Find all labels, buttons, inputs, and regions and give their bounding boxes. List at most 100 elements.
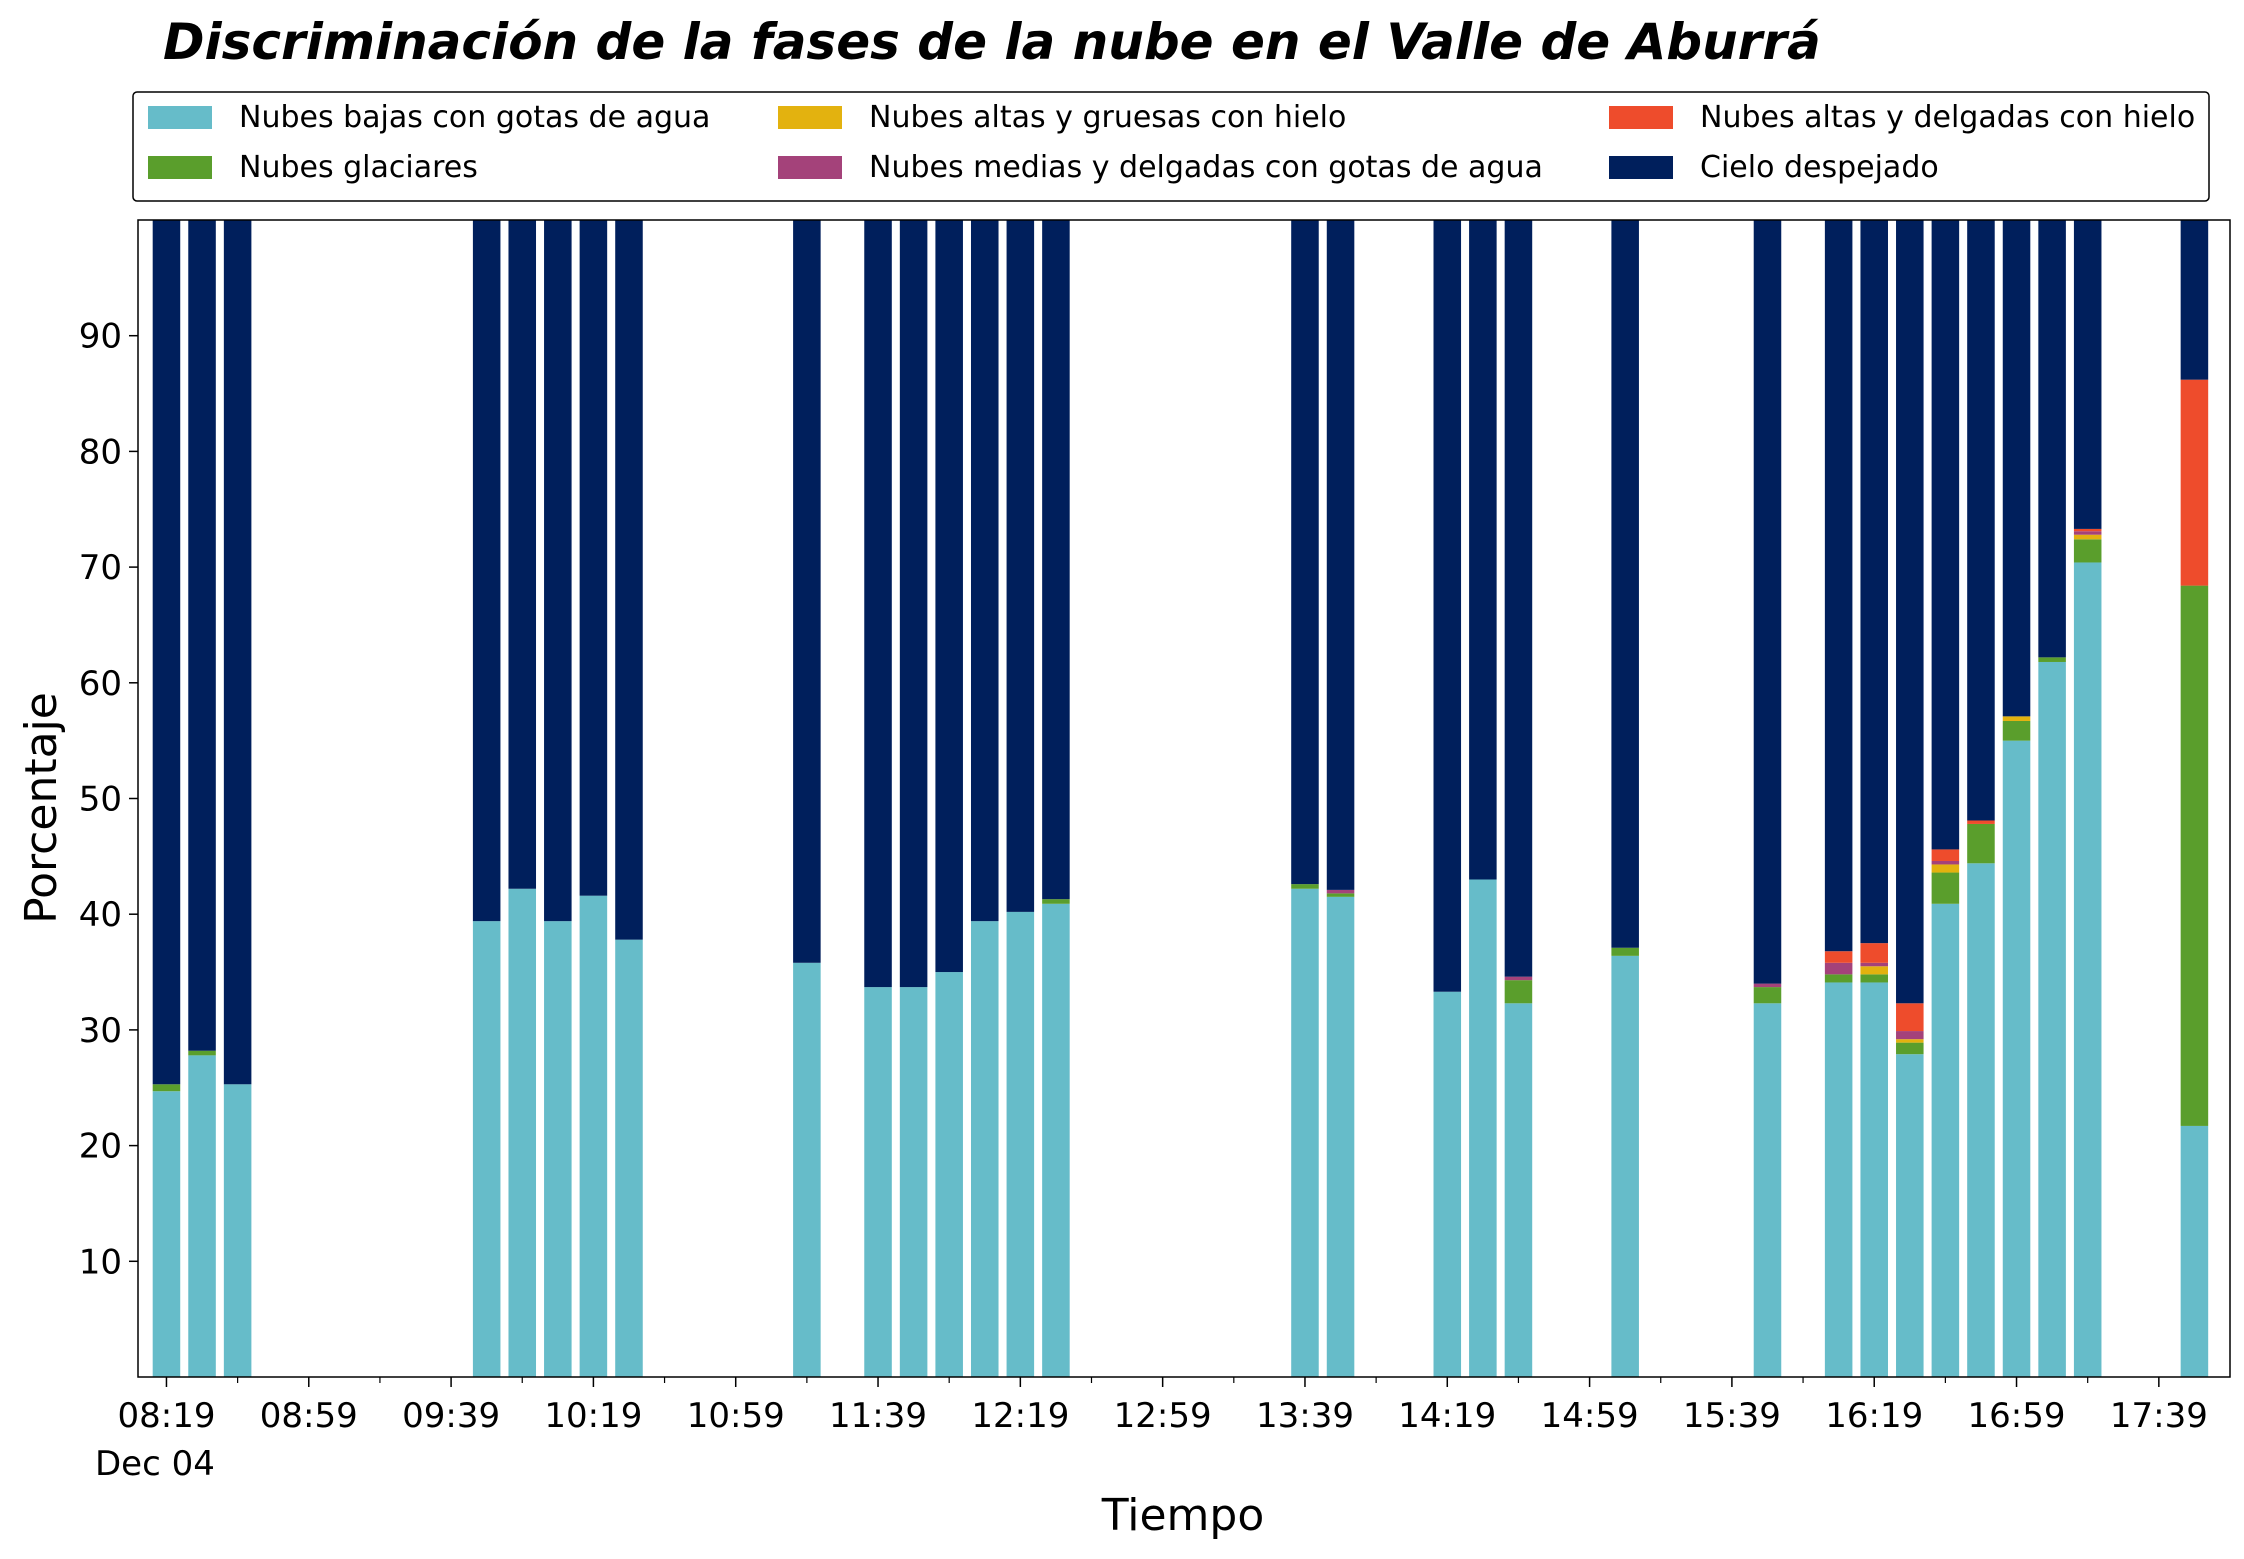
x-tick-label-9: 14:19 bbox=[1398, 1396, 1496, 1436]
bar-segment-17-5 bbox=[1433, 220, 1462, 992]
bar-segment-16-5 bbox=[1326, 220, 1355, 890]
bar-segment-27-5 bbox=[2002, 220, 2031, 717]
bar-segment-24-1 bbox=[1896, 1042, 1924, 1055]
bar-segment-6-0 bbox=[579, 895, 608, 1377]
x-tick-label-5: 11:39 bbox=[829, 1396, 927, 1436]
bar-segment-12-5 bbox=[970, 220, 999, 922]
bar-segment-12-0 bbox=[970, 921, 999, 1377]
legend-swatch-5 bbox=[1609, 156, 1673, 179]
x-tick-label-4: 10:59 bbox=[687, 1396, 785, 1436]
bar-segment-22-5 bbox=[1824, 220, 1853, 952]
bar-segment-24-4 bbox=[1896, 1003, 1924, 1032]
x-tick-label-12: 16:19 bbox=[1825, 1396, 1923, 1436]
bar-segment-23-2 bbox=[1860, 966, 1888, 975]
bar-segment-14-5 bbox=[1042, 220, 1070, 900]
bar-segment-19-3 bbox=[1504, 976, 1533, 981]
bar-segment-6-5 bbox=[579, 220, 608, 896]
bar-segment-15-0 bbox=[1291, 888, 1319, 1377]
x-tick-label-3: 10:19 bbox=[544, 1396, 642, 1436]
x-tick-label-6: 12:19 bbox=[971, 1396, 1069, 1436]
bar-segment-24-3 bbox=[1896, 1031, 1924, 1040]
chart-title: Discriminación de la fases de la nube en… bbox=[163, 13, 1821, 71]
bar-segment-2-0 bbox=[223, 1084, 252, 1377]
bar-segment-13-5 bbox=[1006, 220, 1035, 912]
bar-segment-26-0 bbox=[1967, 863, 1995, 1377]
bar-segment-13-0 bbox=[1006, 911, 1035, 1377]
bar-segment-0-0 bbox=[152, 1091, 181, 1377]
bar-segment-24-0 bbox=[1896, 1054, 1924, 1377]
bar-segment-25-0 bbox=[1931, 903, 1960, 1377]
bar-segment-9-5 bbox=[864, 220, 892, 988]
bar-segment-29-4 bbox=[2073, 528, 2102, 532]
x-tick-label-14: 17:39 bbox=[2110, 1396, 2208, 1436]
bar-segment-24-5 bbox=[1896, 220, 1924, 1004]
legend-swatch-2 bbox=[778, 106, 842, 129]
bar-segment-19-1 bbox=[1504, 980, 1533, 1004]
y-tick-label-5: 60 bbox=[79, 664, 122, 704]
x-tick-label-2: 09:39 bbox=[402, 1396, 500, 1436]
bar-segment-22-0 bbox=[1824, 982, 1853, 1377]
x-tick-label-0: 08:19 bbox=[117, 1396, 215, 1436]
y-tick-label-6: 70 bbox=[79, 548, 122, 588]
legend-label-5: Cielo despejado bbox=[1700, 150, 1939, 185]
bar-segment-3-0 bbox=[472, 921, 501, 1377]
bar-segment-18-5 bbox=[1469, 220, 1497, 880]
bar-segment-4-0 bbox=[508, 888, 537, 1377]
bar-segment-22-3 bbox=[1824, 962, 1853, 975]
bar-segment-7-0 bbox=[615, 939, 643, 1377]
bar-segment-23-0 bbox=[1860, 982, 1888, 1377]
bar-segment-29-2 bbox=[2073, 534, 2102, 540]
bar-segment-17-0 bbox=[1433, 991, 1462, 1377]
bar-segment-26-4 bbox=[1967, 820, 1995, 824]
bar-segment-19-0 bbox=[1504, 1003, 1533, 1377]
x-tick-label-1: 08:59 bbox=[260, 1396, 358, 1436]
bar-segment-26-1 bbox=[1967, 823, 1995, 864]
bar-segment-14-1 bbox=[1042, 899, 1070, 904]
legend-swatch-3 bbox=[778, 156, 842, 179]
bar-segment-24-2 bbox=[1896, 1039, 1924, 1043]
legend: Nubes bajas con gotas de agua Nubes glaci… bbox=[132, 91, 2210, 202]
legend-label-4: Nubes altas y delgadas con hielo bbox=[1700, 100, 2195, 135]
x-axis-ticks: 08:19 08:59 09:39 10:19 10:59 11:39 12:19 12:59… bbox=[117, 1377, 2208, 1436]
bar-segment-11-5 bbox=[935, 220, 963, 973]
x-date-label: Dec 04 bbox=[95, 1444, 215, 1484]
bar-segment-25-3 bbox=[1931, 860, 1960, 865]
bar-segment-0-5 bbox=[152, 220, 181, 1085]
bar-segment-7-5 bbox=[615, 220, 643, 940]
y-tick-label-0: 10 bbox=[79, 1242, 122, 1282]
bar-segment-16-1 bbox=[1326, 893, 1355, 897]
x-tick-label-10: 14:59 bbox=[1541, 1396, 1639, 1436]
bar-segment-1-1 bbox=[188, 1050, 216, 1056]
y-axis-label: Porcentaje bbox=[16, 692, 67, 924]
bar-segment-25-1 bbox=[1931, 872, 1960, 904]
y-tick-label-8: 90 bbox=[79, 317, 122, 357]
bar-segment-14-0 bbox=[1042, 903, 1070, 1377]
bar-segment-21-5 bbox=[1753, 220, 1782, 984]
bar-segment-30-4 bbox=[2180, 379, 2209, 586]
bar-segment-21-3 bbox=[1753, 983, 1782, 988]
legend-label-2: Nubes altas y gruesas con hielo bbox=[869, 100, 1346, 135]
bar-segment-18-0 bbox=[1469, 879, 1497, 1377]
bar-segment-0-1 bbox=[152, 1084, 181, 1092]
bar-segment-28-0 bbox=[2038, 661, 2066, 1377]
legend-swatch-4 bbox=[1609, 106, 1673, 129]
bar-segment-22-1 bbox=[1824, 974, 1853, 983]
bar-segment-10-0 bbox=[899, 987, 928, 1377]
bar-segment-30-1 bbox=[2180, 585, 2209, 1126]
legend-swatch-0 bbox=[148, 106, 212, 129]
bar-segment-27-1 bbox=[2002, 720, 2031, 741]
bar-segment-15-5 bbox=[1291, 220, 1319, 885]
bar-segment-19-5 bbox=[1504, 220, 1533, 977]
bar-segment-5-5 bbox=[544, 220, 572, 922]
bar-segment-29-3 bbox=[2073, 531, 2102, 535]
bar-segment-11-0 bbox=[935, 972, 963, 1377]
bar-segment-10-5 bbox=[899, 220, 928, 988]
bar-segment-3-5 bbox=[472, 220, 501, 922]
bar-segment-28-5 bbox=[2038, 220, 2066, 658]
bar-segment-9-0 bbox=[864, 987, 892, 1377]
x-tick-label-13: 16:59 bbox=[1968, 1396, 2066, 1436]
bar-segment-30-5 bbox=[2180, 220, 2209, 380]
bar-segment-8-0 bbox=[793, 962, 821, 1377]
bar-segment-25-2 bbox=[1931, 864, 1960, 873]
